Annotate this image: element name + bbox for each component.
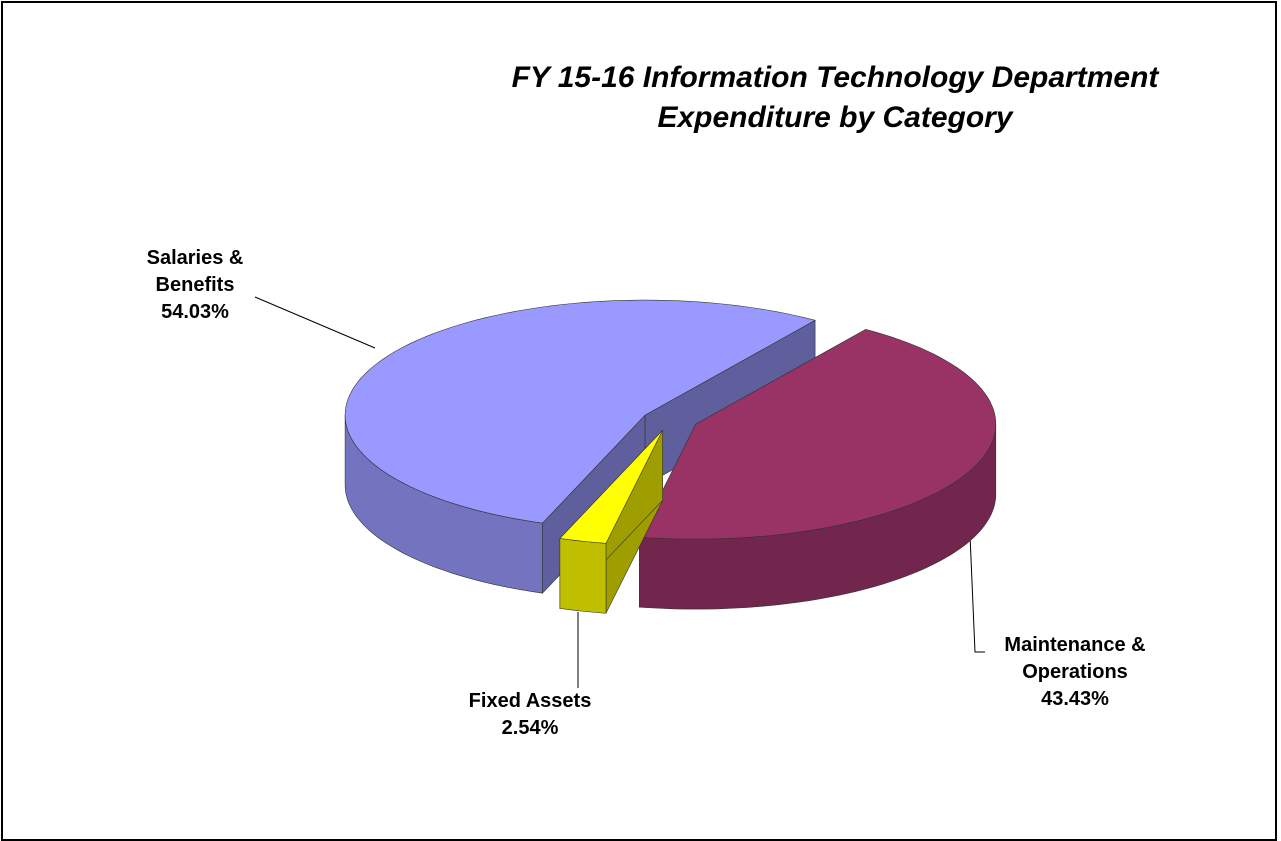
category-label: Fixed Assets (468, 690, 592, 712)
pie-slice (638, 328, 997, 610)
pie-slice (559, 429, 663, 614)
slice-label: Salaries & Benefits 54.03% (125, 245, 265, 326)
category-label: Salaries & Benefits (146, 247, 244, 296)
value-label: 2.54% (501, 717, 559, 739)
slice-top (638, 329, 997, 540)
slice-label: Maintenance & Operations 43.43% (975, 632, 1175, 713)
slice-wall (559, 538, 607, 614)
leader-line (969, 534, 985, 653)
value-label: 54.03% (161, 301, 229, 323)
slice-top (559, 430, 663, 544)
category-label: Maintenance & Operations (1004, 634, 1146, 683)
slice-top (344, 299, 816, 524)
value-label: 43.43% (1041, 688, 1109, 710)
slice-label: Fixed Assets 2.54% (430, 688, 630, 742)
leader-line (254, 296, 376, 349)
chart-title: FY 15-16 Information Technology Departme… (511, 61, 1159, 134)
